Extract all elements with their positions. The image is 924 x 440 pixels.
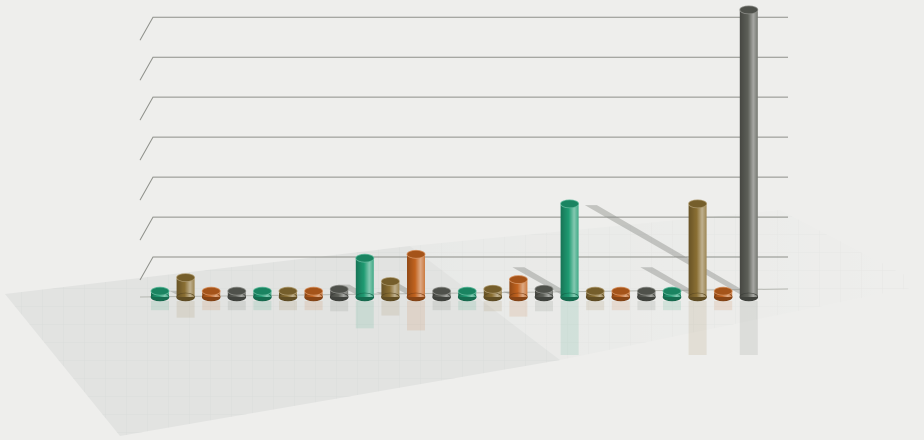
gridline (139, 136, 788, 161)
bar (406, 249, 426, 302)
bar-reflections (151, 301, 758, 355)
bar-reflection (535, 301, 553, 312)
bar-shadow (512, 267, 576, 297)
bar (380, 277, 400, 302)
bar-reflection (253, 301, 272, 311)
bar (150, 286, 170, 302)
bar (688, 199, 707, 302)
bar-reflection (714, 301, 733, 311)
bar (304, 286, 324, 302)
bar (560, 199, 579, 302)
bar-reflection (202, 301, 221, 311)
bar (662, 286, 682, 302)
bar (252, 286, 272, 302)
bars (150, 5, 759, 302)
gridline (139, 16, 788, 41)
bar-reflection (407, 301, 425, 331)
floor-back-grid (410, 210, 924, 360)
bar-reflection (509, 301, 528, 317)
bar-reflection (381, 301, 400, 316)
bar (509, 275, 528, 302)
bar-reflection (279, 301, 297, 311)
bar (201, 286, 221, 302)
bar (227, 286, 247, 302)
bar-reflection (688, 301, 707, 355)
bar (355, 253, 375, 302)
bar-reflection (355, 301, 374, 329)
bar-reflection (458, 301, 477, 311)
bar-reflection (330, 301, 349, 312)
bar (329, 284, 349, 302)
bar (432, 286, 452, 302)
bar-reflection (151, 301, 169, 311)
bar (611, 286, 631, 302)
bar (457, 286, 477, 302)
bar-reflection (739, 301, 758, 355)
bar-reflection (483, 301, 502, 312)
bar (483, 284, 503, 302)
bar-reflection (663, 301, 681, 311)
bar-reflection (176, 301, 195, 318)
bar-reflection (304, 301, 323, 311)
gridline (139, 176, 788, 201)
bar-reflection (637, 301, 656, 311)
bar (176, 273, 196, 302)
bar (713, 286, 733, 302)
bar (534, 284, 554, 302)
bar-reflection (586, 301, 605, 311)
gridline (139, 96, 788, 121)
bar-shadow (584, 205, 755, 297)
bar (739, 5, 759, 302)
bar (278, 286, 298, 302)
bar-reflection (560, 301, 579, 355)
bar-shadow (640, 267, 704, 297)
gridline (139, 56, 788, 81)
bar-reflection (227, 301, 246, 311)
bar (637, 286, 656, 302)
bar (585, 286, 605, 302)
bar-reflection (432, 301, 451, 311)
bar-reflection (611, 301, 630, 311)
